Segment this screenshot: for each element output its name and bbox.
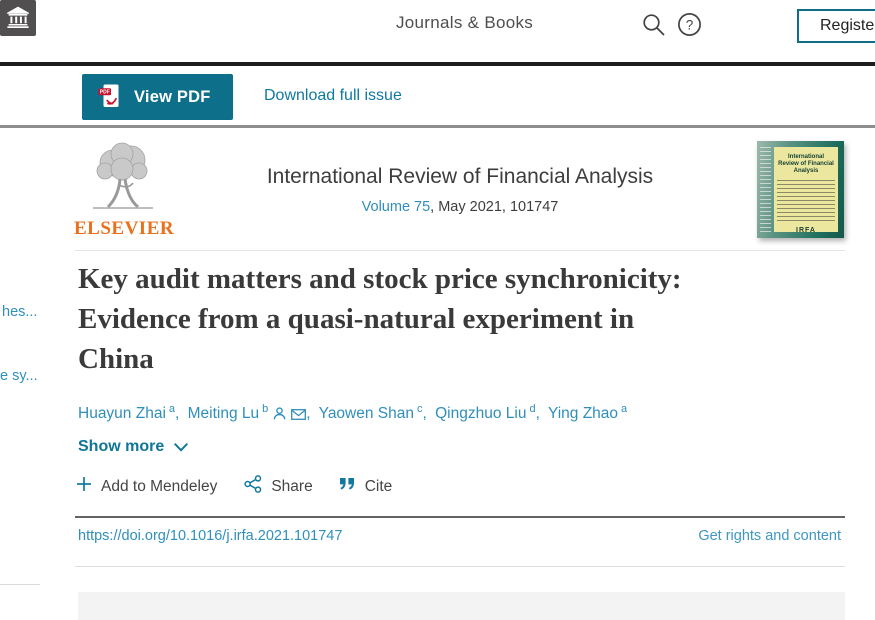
pdf-file-icon: PDF bbox=[95, 82, 123, 113]
institution-access-button[interactable] bbox=[0, 0, 36, 36]
institution-bank-icon bbox=[6, 5, 30, 32]
cite-button[interactable]: Cite bbox=[339, 477, 393, 496]
affiliation-sup: a bbox=[621, 403, 628, 415]
search-icon bbox=[641, 14, 667, 41]
journal-cover-thumbnail[interactable]: International Review of Financial Analys… bbox=[757, 141, 844, 238]
elsevier-logo[interactable]: ELSEVIER bbox=[74, 141, 175, 240]
article-title: Key audit matters and stock price synchr… bbox=[78, 259, 848, 379]
corresponding-author-icon bbox=[268, 405, 286, 422]
issue-info: , May 2021, 101747 bbox=[430, 199, 559, 215]
view-pdf-button[interactable]: PDF View PDF bbox=[82, 74, 233, 120]
plus-icon bbox=[76, 476, 92, 497]
show-more-button[interactable]: Show more bbox=[78, 438, 188, 456]
cite-quote-icon bbox=[339, 477, 356, 496]
article-actions: Add to Mendeley Share Cite bbox=[76, 475, 392, 498]
share-button[interactable]: Share bbox=[244, 475, 313, 498]
outline-link-fragment-2[interactable]: e sy... bbox=[0, 368, 38, 384]
volume-issue-line: Volume 75, May 2021, 101747 bbox=[75, 199, 845, 215]
banner-divider bbox=[75, 250, 845, 251]
share-icon bbox=[244, 475, 262, 498]
email-envelope-icon bbox=[286, 405, 307, 422]
svg-text:?: ? bbox=[686, 17, 694, 32]
show-more-label: Show more bbox=[78, 438, 165, 455]
author-qingzhuo-liu[interactable]: Qingzhuo Liu d bbox=[435, 403, 536, 423]
toolbar-divider bbox=[0, 125, 875, 128]
add-to-mendeley-label: Add to Mendeley bbox=[101, 477, 218, 495]
article-title-line-1: Key audit matters and stock price synchr… bbox=[78, 263, 682, 295]
doi-section-divider bbox=[75, 516, 845, 518]
elsevier-wordmark: ELSEVIER bbox=[74, 218, 175, 239]
outline-link-fragment-1[interactable]: hes... bbox=[2, 304, 38, 320]
share-label: Share bbox=[271, 477, 313, 495]
add-to-mendeley-button[interactable]: Add to Mendeley bbox=[76, 476, 217, 497]
register-button[interactable]: Register bbox=[797, 9, 875, 43]
chevron-down-icon bbox=[174, 440, 188, 455]
author-huayun-zhai[interactable]: Huayun Zhai a bbox=[78, 403, 176, 423]
abstract-section-divider bbox=[75, 566, 845, 567]
sidebar-bottom-divider bbox=[0, 584, 40, 585]
affiliation-sup: b bbox=[262, 403, 269, 415]
get-rights-link[interactable]: Get rights and content bbox=[698, 528, 841, 544]
doi-link[interactable]: https://doi.org/10.1016/j.irfa.2021.1017… bbox=[78, 528, 343, 544]
abstract-panel bbox=[78, 592, 845, 620]
header-divider bbox=[0, 62, 875, 66]
search-button[interactable] bbox=[641, 12, 667, 38]
cover-spine-text bbox=[760, 147, 771, 232]
volume-link[interactable]: Volume 75 bbox=[361, 199, 431, 215]
affiliation-sup: a bbox=[168, 403, 176, 415]
journal-title-link[interactable]: International Review of Financial Analys… bbox=[266, 165, 654, 188]
affiliation-sup: d bbox=[529, 403, 536, 415]
author-yaowen-shan[interactable]: Yaowen Shan c bbox=[318, 403, 423, 423]
elsevier-tree-icon bbox=[75, 142, 171, 215]
author-separator: , bbox=[175, 405, 180, 423]
cover-panel: International Review of Financial Analys… bbox=[774, 147, 838, 234]
author-list: Huayun Zhai a, Meiting Lu b, Yaowen Shan c,… bbox=[78, 403, 627, 423]
journals-books-nav-link[interactable]: Journals & Books bbox=[396, 13, 534, 32]
cover-contents-lines bbox=[777, 180, 835, 224]
cover-irfa-logo: IRFA bbox=[796, 227, 816, 234]
author-separator: , bbox=[422, 405, 427, 423]
author-ying-zhao[interactable]: Ying Zhao a bbox=[547, 403, 628, 423]
article-title-line-2: Evidence from a quasi-natural experiment… bbox=[78, 303, 635, 335]
author-meiting-lu[interactable]: Meiting Lu b bbox=[188, 403, 307, 422]
article-title-line-3: China bbox=[78, 343, 154, 375]
question-mark-icon: ? bbox=[676, 13, 703, 41]
download-full-issue-link[interactable]: Download full issue bbox=[264, 87, 402, 104]
author-separator: , bbox=[535, 405, 540, 423]
cite-label: Cite bbox=[364, 477, 393, 495]
view-pdf-label: View PDF bbox=[134, 87, 211, 106]
cover-journal-title: International Review of Financial Analys… bbox=[778, 154, 834, 174]
affiliation-sup: c bbox=[417, 403, 423, 415]
author-separator: , bbox=[306, 405, 311, 423]
svg-text:PDF: PDF bbox=[100, 89, 110, 95]
help-button[interactable]: ? bbox=[676, 11, 703, 38]
